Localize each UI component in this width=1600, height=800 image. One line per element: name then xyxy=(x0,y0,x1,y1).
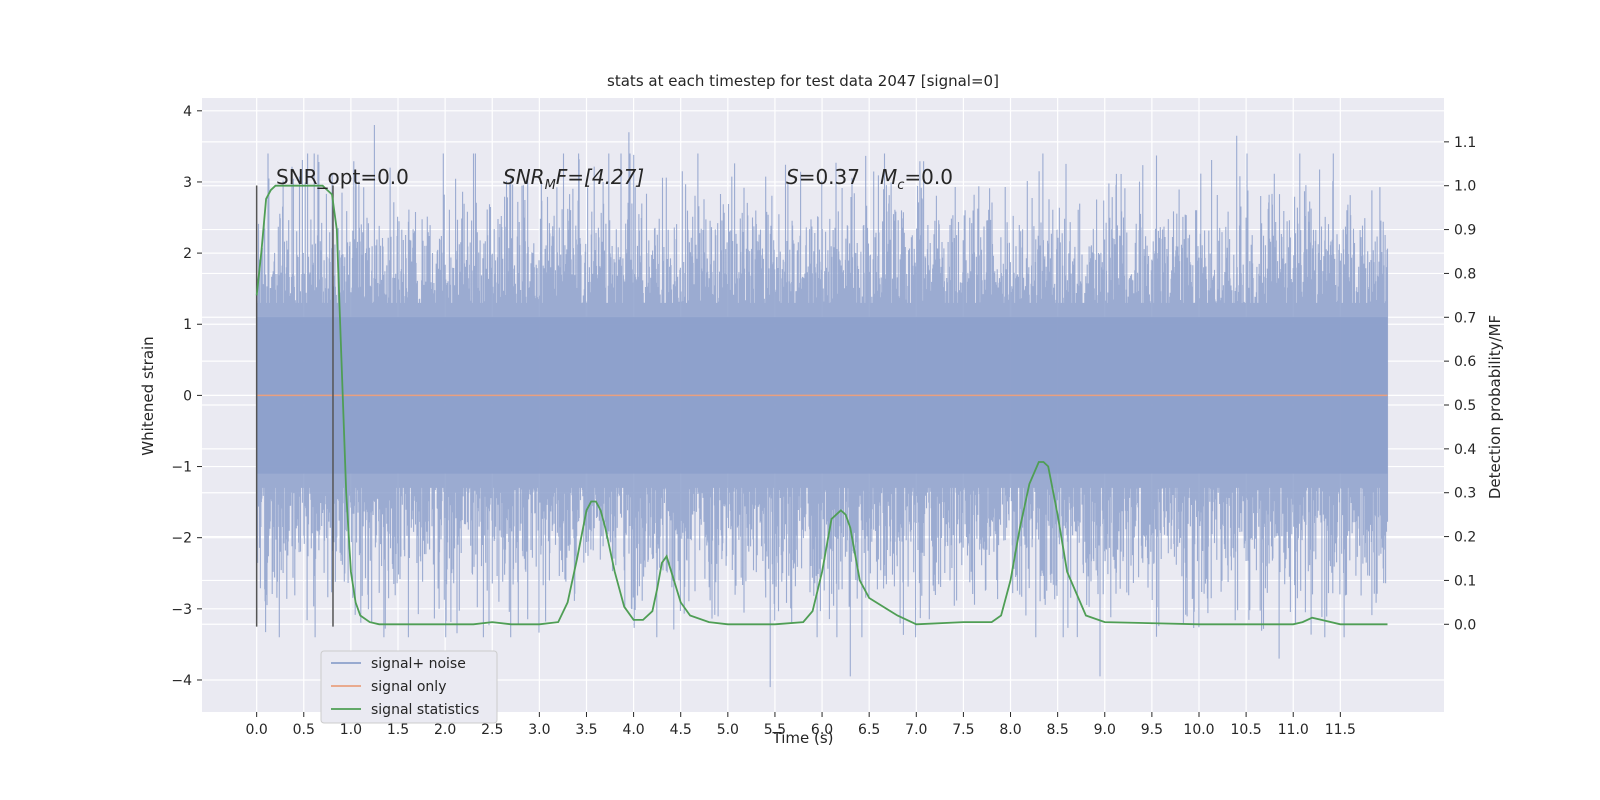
x-axis-label: Time (s) xyxy=(772,729,834,747)
x-tick-label: 4.5 xyxy=(670,722,692,738)
x-tick-label: 2.5 xyxy=(481,722,503,738)
x-tick-label: 3.5 xyxy=(575,722,597,738)
annotation-snr-opt: SNR_opt=0.0 xyxy=(276,165,409,189)
y2-tick-label: 0.2 xyxy=(1454,530,1476,546)
y2-tick-label: 1.0 xyxy=(1454,179,1476,195)
x-tick-label: 4.0 xyxy=(622,722,644,738)
x-tick-label: 5.0 xyxy=(717,722,739,738)
x-tick-label: 6.0 xyxy=(811,722,833,738)
x-tick-label: 1.5 xyxy=(387,722,409,738)
y2-tick-labels: 0.0 0.1 0.2 0.3 0.4 0.5 0.6 0.7 0.8 0.9 1.0 1.1 xyxy=(1444,135,1476,633)
annotation-snr-mf-base: SNR xyxy=(503,165,545,189)
annotations: SNR_opt=0.0 SNRMF=[4.27] S=0.37 Mc=0.0 xyxy=(276,165,953,193)
y2-tick-label: 0.7 xyxy=(1454,310,1476,326)
annotation-mc-tail: =0.0 xyxy=(904,165,953,189)
x-tick-label: 1.0 xyxy=(340,722,362,738)
x-tick-label: 8.0 xyxy=(999,722,1021,738)
x-tick-label: 0.5 xyxy=(293,722,315,738)
x-tick-label: 11.0 xyxy=(1278,722,1309,738)
signal-statistics-series xyxy=(255,184,1388,626)
x-tick-label: 8.5 xyxy=(1047,722,1069,738)
x-tick-label: 9.0 xyxy=(1094,722,1116,738)
annotation-snr-mf: SNRMF=[4.27] xyxy=(503,165,644,193)
y-tick-label: −1 xyxy=(171,460,192,476)
y-tick-label: 0 xyxy=(183,388,192,404)
annotation-mc-base: M xyxy=(880,165,897,189)
x-tick-label: 7.0 xyxy=(905,722,927,738)
y2-tick-label: 0.0 xyxy=(1454,617,1476,633)
annotation-mc-value: Mc=0.0 xyxy=(880,165,953,193)
y-tick-label: 3 xyxy=(183,175,192,191)
legend-label-signal: signal only xyxy=(371,679,446,695)
y2-tick-label: 0.5 xyxy=(1454,398,1476,414)
y2-axis-label: Detection probability/MF xyxy=(1486,315,1504,499)
annotation-snr-mf-tail: F=[4.27] xyxy=(556,165,644,189)
y-tick-label: 4 xyxy=(183,104,192,120)
y2-tick-label: 0.3 xyxy=(1454,486,1476,502)
x-tick-label: 6.5 xyxy=(858,722,880,738)
legend-box xyxy=(320,650,498,724)
annotation-snr-mf-sub: M xyxy=(545,178,556,193)
x-tick-label: 10.5 xyxy=(1231,722,1262,738)
y-tick-label: −2 xyxy=(171,531,192,547)
x-tick-label: 7.5 xyxy=(952,722,974,738)
annotation-s-value: S=0.37 xyxy=(786,165,860,189)
legend: signal+ noise signal only signal statist… xyxy=(320,650,498,724)
y2-tick-label: 0.8 xyxy=(1454,266,1476,282)
x-tick-label: 11.5 xyxy=(1325,722,1356,738)
y2-tick-label: 0.1 xyxy=(1454,573,1476,589)
y2-tick-label: 0.9 xyxy=(1454,223,1476,239)
x-tick-label: 9.5 xyxy=(1141,722,1163,738)
y-tick-labels: −4 −3 −2 −1 0 1 2 3 4 xyxy=(171,104,202,689)
x-tick-label: 5.5 xyxy=(764,722,786,738)
x-tick-label: 10.0 xyxy=(1183,722,1214,738)
y-tick-label: −3 xyxy=(171,602,192,618)
y2-tick-label: 0.6 xyxy=(1454,354,1476,370)
y-axis-label: Whitened strain xyxy=(139,336,157,455)
x-tick-labels: 0.0 0.5 1.0 1.5 2.0 2.5 3.0 3.5 4.0 4.5 5.0 5.5 6.0 6… xyxy=(246,712,1356,738)
y-tick-label: −4 xyxy=(171,673,192,689)
x-tick-label: 2.0 xyxy=(434,722,456,738)
y2-tick-label: 0.4 xyxy=(1454,442,1476,458)
annotation-s-tail: =0.37 xyxy=(799,165,860,189)
x-tick-label: 3.0 xyxy=(528,722,550,738)
annotation-s-base: S xyxy=(786,165,799,189)
legend-label-noise: signal+ noise xyxy=(371,656,466,672)
chart-title: stats at each timestep for test data 204… xyxy=(607,72,999,90)
y-tick-label: 2 xyxy=(183,246,192,262)
y-tick-label: 1 xyxy=(183,317,192,333)
vertical-markers xyxy=(255,185,334,627)
legend-label-stats: signal statistics xyxy=(371,702,479,718)
x-tick-label: 0.0 xyxy=(246,722,268,738)
annotation-mc-sub: c xyxy=(897,178,904,193)
y2-tick-label: 1.1 xyxy=(1454,135,1476,151)
